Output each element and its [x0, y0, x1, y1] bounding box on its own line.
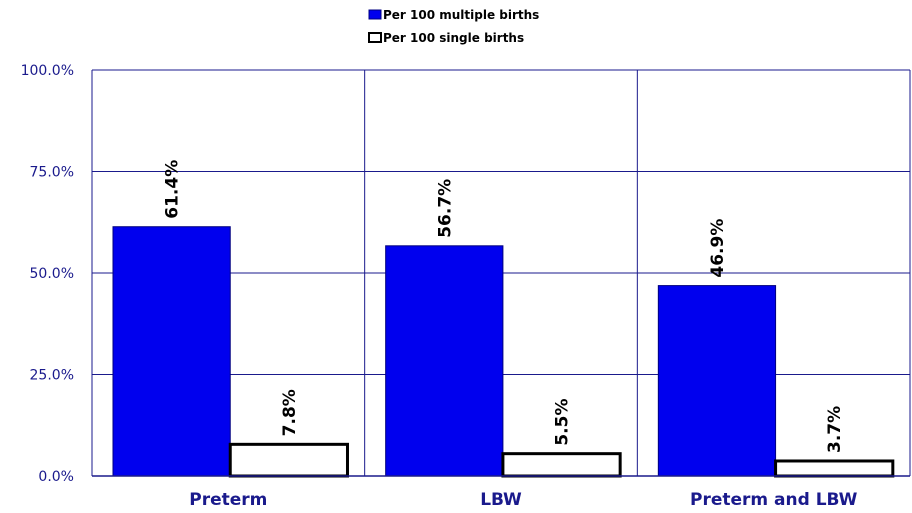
plot-area: 0.0% 25.0% 50.0% 75.0% 100.0% 61.4% 56.7% 46.9%… [21, 63, 911, 510]
bar-single-births [774, 459, 895, 478]
y-tick-label: 50.0% [30, 266, 74, 282]
bar-multiple-births [385, 245, 504, 477]
data-label: 3.7% [825, 406, 845, 453]
legend-swatch-multiple-births [368, 9, 382, 20]
x-tick-label: LBW [480, 490, 522, 510]
legend-label-single-births: Per 100 single births [383, 31, 524, 45]
data-label: 56.7% [435, 179, 455, 238]
x-tick-label: Preterm and LBW [690, 490, 858, 510]
y-tick-label: 100.0% [21, 63, 74, 79]
bar-multiple-births [657, 285, 777, 477]
x-tick-label: Preterm [189, 490, 267, 510]
bar-single-births [228, 442, 349, 478]
bar-multiple-births [112, 226, 231, 477]
data-label: 46.9% [708, 219, 728, 278]
legend-swatch-single-births [368, 32, 382, 43]
y-tick-label: 75.0% [30, 165, 74, 181]
y-tick-label: 25.0% [30, 368, 74, 384]
legend: Per 100 multiple births Per 100 single b… [368, 8, 539, 45]
data-label: 61.4% [163, 160, 183, 219]
bar-single-births [501, 452, 622, 478]
y-tick-label: 0.0% [38, 469, 74, 485]
data-label: 5.5% [553, 399, 573, 446]
legend-label-multiple-births: Per 100 multiple births [383, 8, 539, 22]
data-label: 7.8% [280, 389, 300, 436]
